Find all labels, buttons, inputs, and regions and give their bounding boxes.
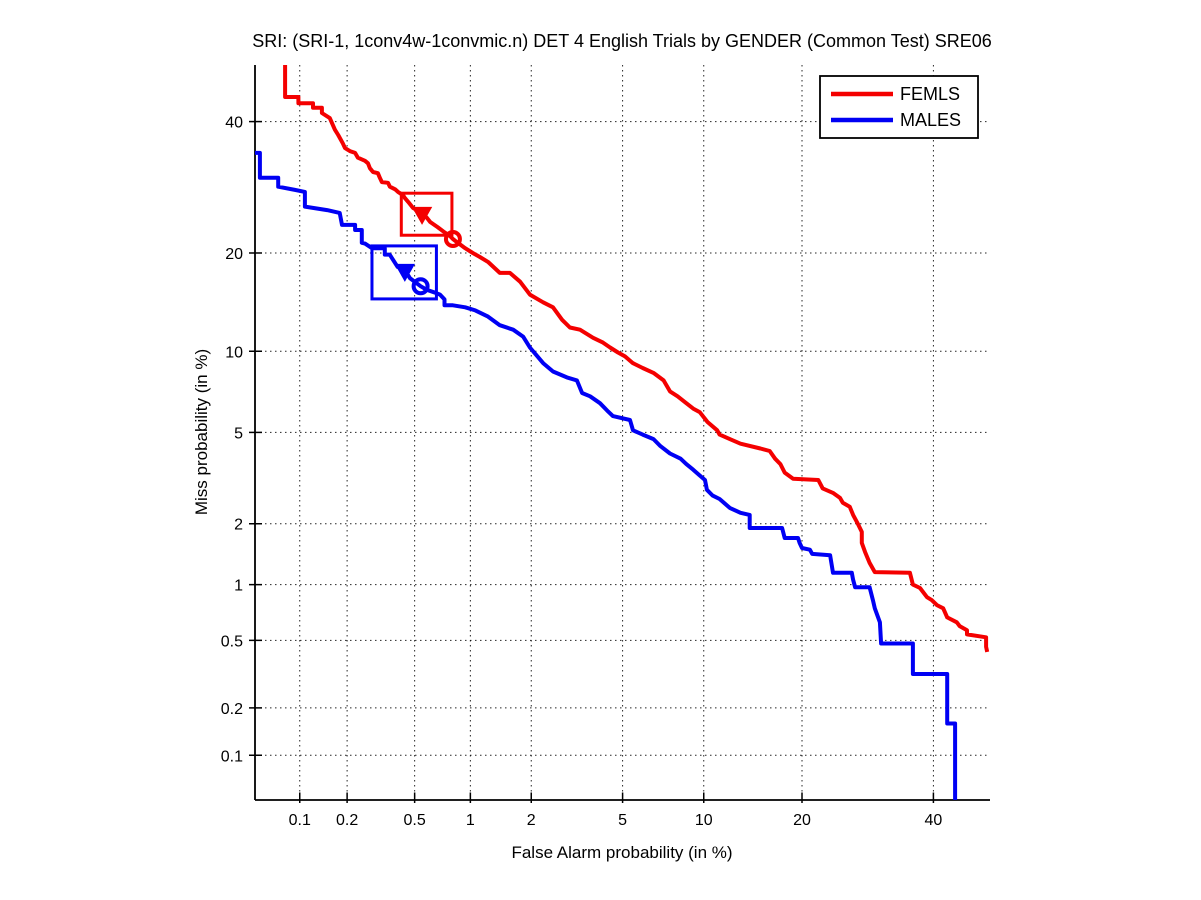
y-tick-label: 5 [234, 425, 243, 442]
males-det-curve [255, 150, 958, 800]
males-circle-marker [411, 277, 430, 296]
x-tick-label: 0.2 [336, 812, 358, 829]
y-tick-label: 0.1 [221, 748, 243, 765]
males-highlight-box [370, 244, 438, 301]
x-tick-label: 1 [466, 812, 475, 829]
x-tick-label: 40 [925, 812, 943, 829]
femls-det-curve [283, 65, 990, 653]
x-tick-label: 0.5 [404, 812, 426, 829]
y-axis-label: Miss probability (in %) [192, 349, 211, 515]
y-tick-label: 10 [225, 344, 243, 361]
femls-circle-marker [443, 229, 462, 248]
legend-femls-label: FEMLS [900, 84, 960, 104]
curve-layer [255, 65, 990, 800]
legend-males-label: MALES [900, 110, 961, 130]
x-tick-label: 20 [793, 812, 811, 829]
y-tick-label: 1 [234, 578, 243, 595]
x-tick-label: 0.1 [289, 812, 311, 829]
y-tick-label: 0.2 [221, 701, 243, 718]
grid-layer [255, 65, 990, 800]
annotation-layer [370, 191, 462, 301]
femls-highlight-box [399, 191, 454, 237]
legend-box [819, 75, 979, 139]
femls-triangle-marker [411, 206, 433, 225]
x-tick-label: 5 [618, 812, 627, 829]
chart-title: SRI: (SRI-1, 1conv4w-1convmic.n) DET 4 E… [252, 31, 992, 51]
x-axis-label: False Alarm probability (in %) [511, 843, 732, 862]
y-tick-label: 40 [225, 115, 243, 132]
x-tick-label: 2 [527, 812, 536, 829]
y-tick-label: 20 [225, 246, 243, 263]
y-tick-label: 0.5 [221, 633, 243, 650]
y-tick-label: 2 [234, 517, 243, 534]
x-tick-label: 10 [695, 812, 713, 829]
legend: FEMLS MALES [819, 75, 979, 139]
males-triangle-marker [394, 263, 416, 282]
tick-layer: 0.1 0.2 0.5 1 2 5 10 20 40 40 20 10 5 2 1 0.5 0.2 0.1 [221, 115, 943, 829]
